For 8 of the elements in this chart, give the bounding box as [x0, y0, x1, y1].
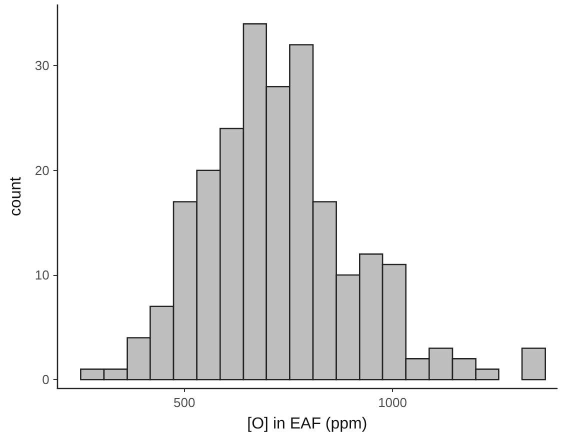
x-tick-label: 1000 — [378, 395, 407, 410]
y-tick-label: 20 — [34, 162, 50, 178]
y-tick-label: 10 — [34, 267, 50, 282]
x-tick-label: 500 — [174, 395, 196, 410]
y-tick-label: 0 — [42, 372, 50, 388]
y-tick-label: 30 — [34, 58, 50, 74]
x-axis-title: [O] in EAF (ppm) — [247, 416, 368, 432]
y-axis-title: count — [8, 176, 24, 216]
